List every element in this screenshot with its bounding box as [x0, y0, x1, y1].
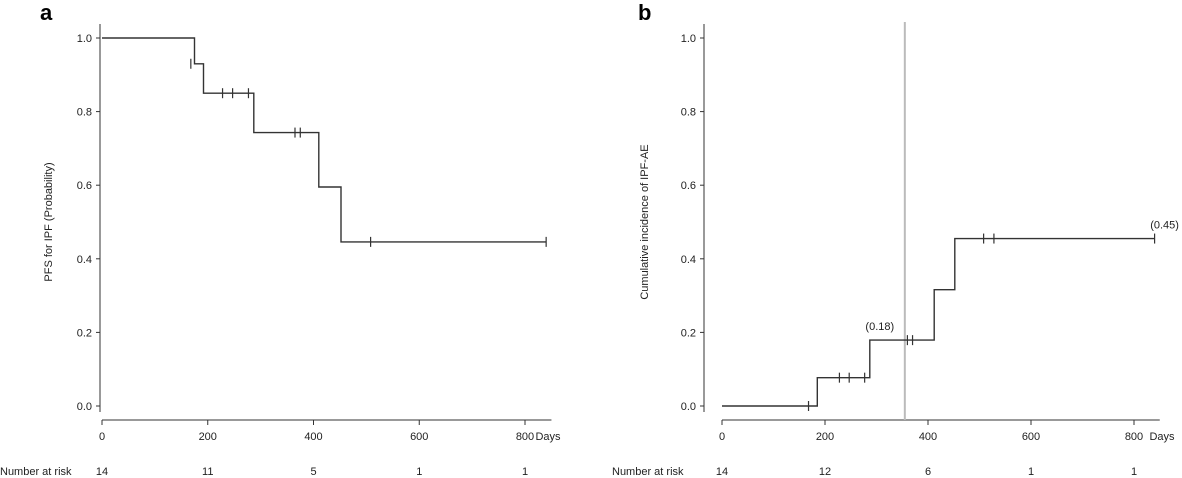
survival-curve [722, 237, 1155, 407]
panel-b: b 0.0 0.2 0.4 0.6 0.8 1.0 Cumulative incidence… [612, 0, 1179, 478]
y-tick-label: 0.4 [77, 254, 92, 266]
risk-value: 11 [202, 466, 213, 478]
x-tick-label: 600 [1022, 431, 1040, 443]
risk-value: 14 [96, 466, 108, 478]
x-tick-label: 800 [516, 431, 534, 443]
y-tick-label: 0.0 [681, 401, 696, 413]
y-tick-label: 0.6 [681, 180, 696, 192]
panel-label-a: a [40, 0, 53, 25]
y-tick-label: 0.8 [77, 107, 92, 119]
x-tick-label: 400 [304, 431, 322, 443]
x-tick-label: 200 [199, 431, 217, 443]
risk-value: 1 [416, 466, 422, 478]
x-tick-label: 200 [816, 431, 834, 443]
y-tick-label: 1.0 [77, 33, 92, 45]
x-tick-label: 0 [719, 431, 725, 443]
y-tick-label: 0.2 [681, 327, 696, 339]
risk-value: 12 [819, 466, 831, 478]
panel-a: a 0.0 0.2 0.4 0.6 0.8 1.0 PFS for IPF (Probabi… [0, 0, 561, 478]
risk-value: 1 [1028, 466, 1034, 478]
y-tick-label: 0.0 [77, 401, 92, 413]
x-tick-label: 0 [99, 431, 105, 443]
annotation: (0.45) [1150, 220, 1179, 232]
y-axis-label: PFS for IPF (Probability) [43, 162, 55, 281]
x-axis-label: Days [1149, 431, 1175, 443]
y-tick-label: 0.4 [681, 254, 696, 266]
y-tick-label: 0.2 [77, 327, 92, 339]
risk-label: Number at risk [612, 466, 684, 478]
y-axis-label: Cumulative incidence of IPF-AE [639, 144, 651, 299]
x-tick-label: 600 [410, 431, 428, 443]
risk-label: Number at risk [0, 466, 72, 478]
annotation: (0.18) [865, 321, 894, 333]
y-tick-label: 0.8 [681, 107, 696, 119]
risk-value: 5 [310, 466, 316, 478]
y-tick-label: 0.6 [77, 180, 92, 192]
x-tick-label: 400 [919, 431, 937, 443]
risk-value: 14 [716, 466, 728, 478]
panel-label-b: b [638, 0, 651, 25]
risk-value: 1 [522, 466, 528, 478]
risk-value: 6 [925, 466, 931, 478]
x-axis-label: Days [535, 431, 561, 443]
x-tick-label: 800 [1125, 431, 1143, 443]
y-tick-label: 1.0 [681, 33, 696, 45]
survival-curve [102, 37, 547, 243]
risk-value: 1 [1131, 466, 1137, 478]
